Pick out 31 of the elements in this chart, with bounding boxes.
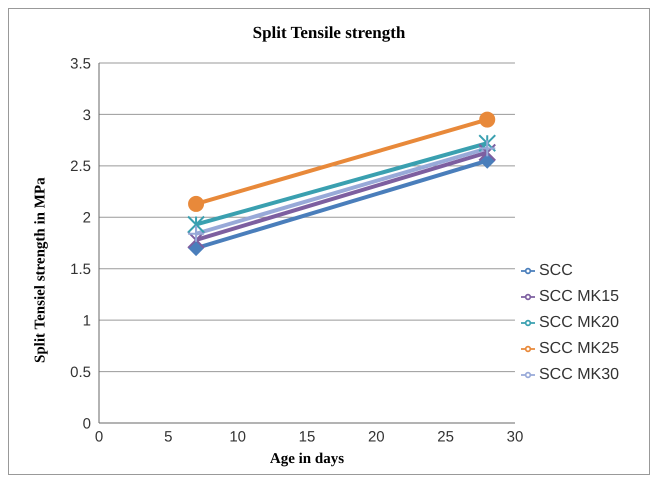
y-tick-label: 0.5 <box>70 364 91 381</box>
x-tick-label: 15 <box>298 428 316 446</box>
x-axis-title: Age in days <box>270 451 344 467</box>
chart-title: Split Tensile strength <box>252 23 406 43</box>
y-tick-label: 1 <box>82 312 91 330</box>
y-tick-label: 2 <box>82 210 91 227</box>
y-tick-label: 1.5 <box>70 261 91 278</box>
point <box>479 112 496 128</box>
x-tick-label: 5 <box>164 428 172 446</box>
point <box>478 139 496 158</box>
y-tick-label: 3.5 <box>70 55 91 72</box>
legend-label: SCC MK25 <box>538 340 619 357</box>
x-tick-label: 0 <box>94 428 104 446</box>
point <box>478 134 496 152</box>
y-tick-label: 2.5 <box>70 158 91 176</box>
legend-label: SCC <box>538 262 573 279</box>
point <box>187 230 206 249</box>
point <box>478 143 496 162</box>
x-tick-label: 30 <box>506 428 524 446</box>
x-tick-label: 25 <box>437 428 454 446</box>
y-tick-label: 0 <box>82 415 91 432</box>
point <box>187 215 206 234</box>
legend-label: SCC MK15 <box>538 288 619 305</box>
point <box>187 224 206 243</box>
y-tick-label: 3 <box>82 106 91 124</box>
x-tick-label: 10 <box>229 428 246 446</box>
legend-label: SCC MK30 <box>538 366 619 383</box>
y-axis-title: Split Tensiel strength in MPa <box>32 176 48 363</box>
x-tick-label: 20 <box>368 428 385 446</box>
legend-label: SCC MK20 <box>538 314 619 331</box>
point <box>188 196 204 212</box>
